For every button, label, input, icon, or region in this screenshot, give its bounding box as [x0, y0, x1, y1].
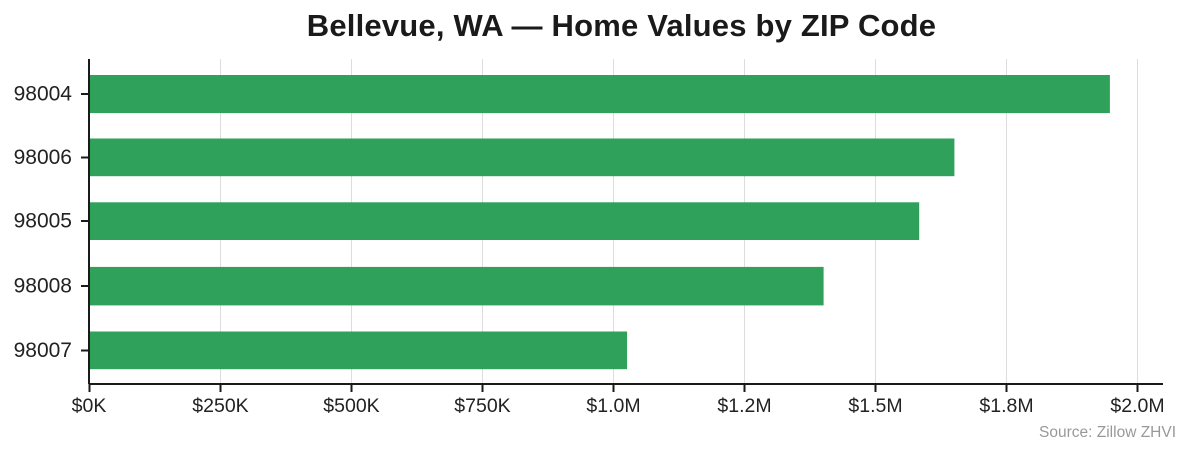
svg-text:98006: 98006: [14, 146, 72, 169]
svg-text:$0K: $0K: [72, 395, 107, 417]
svg-text:$1.8M: $1.8M: [979, 395, 1033, 417]
svg-text:98005: 98005: [14, 210, 72, 233]
svg-text:$1.2M: $1.2M: [717, 395, 771, 417]
svg-text:98004: 98004: [14, 83, 73, 106]
svg-text:98007: 98007: [14, 339, 72, 362]
svg-text:$1.5M: $1.5M: [848, 395, 902, 417]
svg-text:98008: 98008: [14, 275, 72, 298]
svg-text:$2.0M: $2.0M: [1110, 395, 1164, 417]
svg-text:$500K: $500K: [323, 395, 379, 417]
svg-text:$250K: $250K: [192, 395, 248, 417]
svg-text:$1.0M: $1.0M: [586, 395, 640, 417]
svg-text:$750K: $750K: [454, 395, 510, 417]
